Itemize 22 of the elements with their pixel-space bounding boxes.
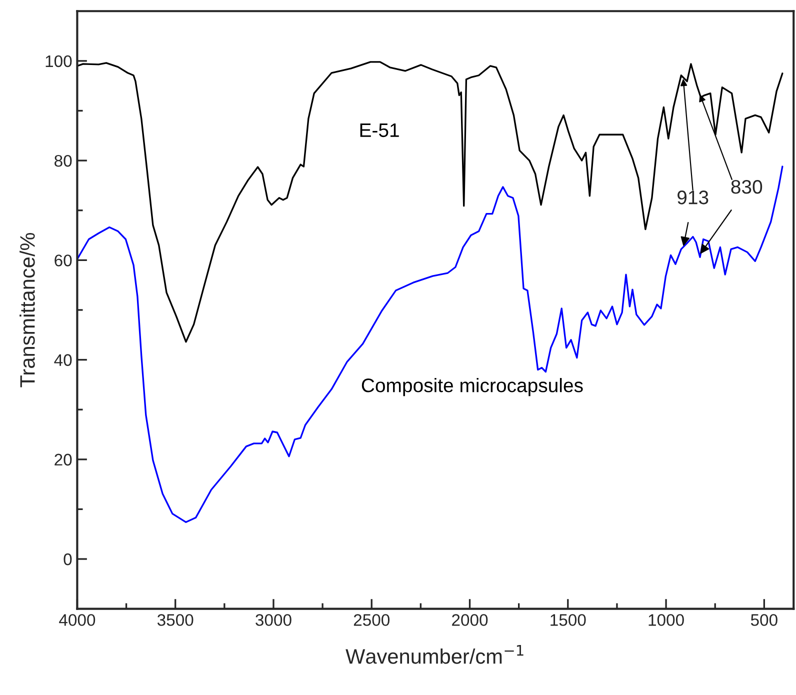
annotation: 913 xyxy=(678,190,708,204)
x-tick-label: 2500 xyxy=(354,614,390,626)
y-axis-title: Transmittance/% xyxy=(20,232,35,388)
line-series xyxy=(77,166,784,523)
y-tick-label: 80 xyxy=(54,154,72,167)
y-tick-label: 40 xyxy=(54,354,72,366)
y-tick-label: 0 xyxy=(64,553,72,566)
x-tick-label: 2000 xyxy=(452,614,488,626)
series-label: Composite microcapsules xyxy=(362,378,583,396)
x-tick-label: 500 xyxy=(750,614,778,626)
x-axis-title: Wavenumber/cm$^{−1}$ xyxy=(346,645,524,664)
x-tick-label: 3000 xyxy=(256,614,292,626)
annotation: 830 xyxy=(731,180,762,194)
y-tick-label: 20 xyxy=(54,454,72,466)
x-tick-label: 1000 xyxy=(648,614,684,626)
y-tick-label: 100 xyxy=(46,55,72,68)
y-tick-label: 60 xyxy=(54,254,72,266)
x-tick-label: 4000 xyxy=(59,614,96,626)
line-series xyxy=(77,61,784,343)
x-tick-label: 1500 xyxy=(550,614,586,626)
x-tick-label: 3500 xyxy=(157,614,194,626)
text: E-51 xyxy=(360,124,399,138)
